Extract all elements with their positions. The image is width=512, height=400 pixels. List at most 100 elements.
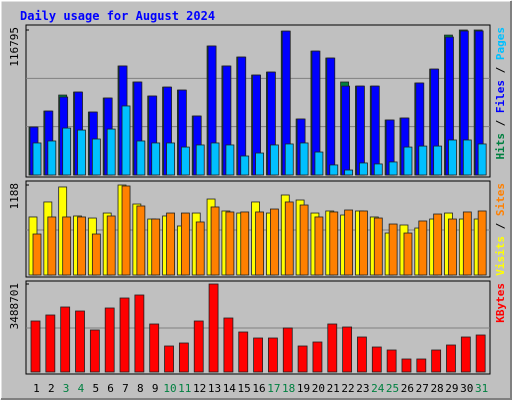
legend-entry: Sites: [494, 183, 507, 216]
y-tick-label: 1188: [8, 183, 21, 210]
bar: [433, 145, 443, 176]
x-tick-label: 22: [341, 382, 354, 395]
bar: [433, 213, 443, 276]
x-tick-label: 17: [267, 382, 280, 395]
bar: [373, 217, 383, 276]
bar: [136, 140, 146, 176]
bar: [386, 349, 397, 373]
x-tick-label: 19: [297, 382, 310, 395]
x-tick-label: 7: [122, 382, 129, 395]
bar: [401, 358, 412, 373]
x-tick-label: 29: [445, 382, 458, 395]
legend-separator: /: [494, 60, 507, 80]
x-tick-label: 6: [107, 382, 114, 395]
bar: [403, 146, 413, 176]
bar: [477, 210, 487, 276]
bar: [370, 85, 380, 176]
bar: [240, 211, 250, 276]
bar: [77, 129, 86, 176]
bar: [32, 142, 42, 176]
x-tick-label: 2: [48, 382, 55, 395]
bar: [89, 329, 100, 373]
legend: Visits / Sites: [494, 183, 507, 276]
bar: [119, 297, 130, 373]
bar: [359, 162, 368, 176]
x-tick-label: 30: [460, 382, 473, 395]
bar: [238, 331, 249, 373]
x-tick-label: 23: [356, 382, 369, 395]
bar: [75, 310, 85, 373]
x-tick-label: 20: [312, 382, 325, 395]
legend-entry: Hits: [494, 133, 507, 160]
legend-entry: Pages: [494, 27, 507, 60]
bar: [223, 317, 234, 373]
bar: [151, 142, 161, 176]
bar: [45, 314, 56, 373]
bar: [388, 223, 398, 276]
bar: [106, 128, 116, 176]
bar: [416, 358, 427, 373]
x-tick-label: 12: [193, 382, 206, 395]
bar: [60, 306, 71, 373]
chart-title: Daily usage for August 2024: [20, 9, 215, 23]
bar: [270, 144, 279, 176]
bar: [134, 294, 145, 373]
bar: [314, 216, 324, 276]
legend-entry: KBytes: [494, 283, 507, 323]
bar: [62, 127, 72, 176]
bar: [255, 152, 264, 176]
bar: [30, 320, 41, 373]
x-tick-label: 16: [252, 382, 265, 395]
legend-entry: Files: [494, 80, 507, 113]
bar: [166, 212, 175, 276]
bar: [91, 233, 101, 276]
x-tick-label: 26: [401, 382, 414, 395]
bar: [282, 327, 293, 373]
bar: [208, 283, 219, 373]
legend: KBytes: [494, 283, 507, 323]
bar: [448, 139, 457, 176]
bar: [475, 334, 486, 373]
bar: [225, 211, 235, 276]
x-tick-label: 31: [475, 382, 488, 395]
bar: [448, 218, 457, 276]
bar: [388, 161, 398, 176]
bar: [121, 185, 131, 276]
bar: [312, 341, 323, 373]
x-tick-label: 4: [78, 382, 85, 395]
x-tick-label: 5: [92, 382, 99, 395]
bar: [431, 349, 442, 373]
x-tick-label: 11: [178, 382, 191, 395]
bar: [329, 164, 339, 176]
x-tick-label: 27: [416, 382, 429, 395]
bar: [268, 337, 278, 373]
x-tick-label: 13: [208, 382, 221, 395]
bar: [462, 139, 472, 176]
bar: [180, 212, 190, 276]
x-tick-label: 24: [371, 382, 385, 395]
x-tick-label: 18: [282, 382, 295, 395]
bar: [460, 336, 471, 373]
bar: [210, 142, 220, 176]
bar: [344, 169, 354, 176]
bar: [327, 323, 338, 373]
bar: [344, 209, 354, 276]
legend-separator: /: [494, 113, 507, 133]
bar: [121, 105, 131, 176]
bar: [299, 204, 309, 276]
bar: [47, 216, 57, 276]
bar: [210, 206, 220, 276]
bar: [240, 155, 250, 176]
bar: [195, 144, 205, 176]
bar: [166, 142, 175, 176]
x-tick-label: 10: [163, 382, 176, 395]
bar: [164, 345, 174, 373]
bar: [178, 342, 189, 373]
bar: [77, 216, 86, 276]
x-tick-label: 28: [430, 382, 443, 395]
bar: [371, 346, 382, 373]
bar: [341, 85, 351, 176]
bar: [104, 307, 115, 373]
